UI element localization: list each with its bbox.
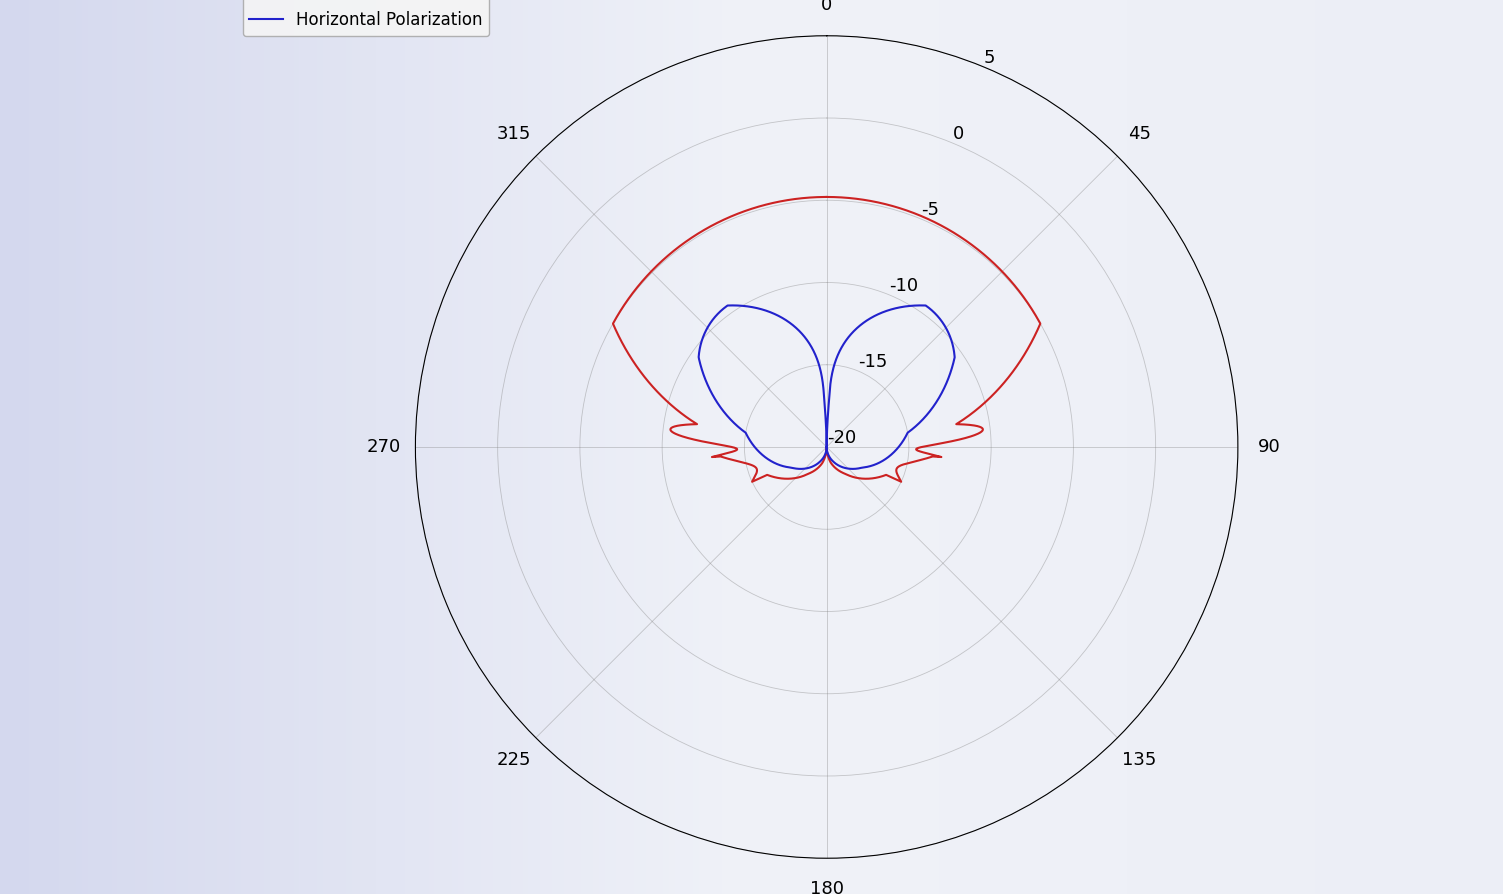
Vertical Polarization bbox=[818, 191, 836, 202]
Legend: Vertical Polarization, Horizontal Polarization: Vertical Polarization, Horizontal Polari… bbox=[243, 0, 490, 36]
Horizontal Polarization bbox=[878, 453, 896, 464]
Horizontal Polarization bbox=[917, 300, 935, 311]
Line: Horizontal Polarization: Horizontal Polarization bbox=[699, 306, 954, 468]
Horizontal Polarization bbox=[818, 442, 836, 452]
Line: Vertical Polarization: Vertical Polarization bbox=[613, 197, 1040, 482]
Horizontal Polarization bbox=[803, 461, 821, 472]
Vertical Polarization bbox=[818, 191, 836, 202]
Horizontal Polarization bbox=[797, 463, 815, 474]
Horizontal Polarization bbox=[721, 300, 739, 311]
Vertical Polarization bbox=[816, 191, 834, 202]
Vertical Polarization bbox=[795, 470, 813, 481]
Vertical Polarization bbox=[818, 442, 836, 452]
Vertical Polarization bbox=[962, 409, 980, 419]
Horizontal Polarization bbox=[818, 442, 836, 452]
Horizontal Polarization bbox=[818, 440, 836, 451]
Vertical Polarization bbox=[788, 472, 806, 483]
Horizontal Polarization bbox=[906, 422, 924, 433]
Vertical Polarization bbox=[902, 457, 920, 468]
Vertical Polarization bbox=[678, 236, 696, 247]
